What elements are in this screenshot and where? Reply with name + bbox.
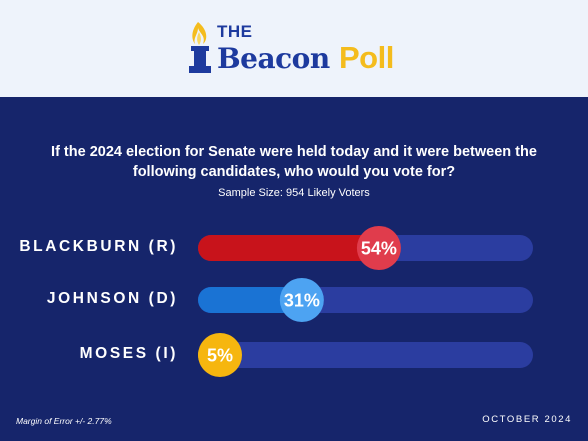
candidate-label: MOSES (I): [79, 345, 178, 362]
logo-wordmark: Beacon Poll: [217, 40, 394, 76]
sample-size: Sample Size: 954 Likely Voters: [218, 187, 370, 199]
poll-date: OCTOBER 2024: [482, 414, 572, 425]
candidate-label: BLACKBURN (R): [19, 238, 178, 255]
margin-of-error: Margin of Error +/- 2.77%: [16, 416, 112, 426]
candidate-label: JOHNSON (D): [46, 290, 178, 307]
header: THE Beacon Poll: [0, 0, 588, 97]
logo-beacon: Beacon: [217, 42, 330, 75]
value-label: 31%: [284, 291, 320, 311]
bar-track: [198, 342, 533, 368]
bar-fill: [198, 287, 302, 313]
value-label: 54%: [361, 239, 397, 259]
logo-the: THE: [217, 22, 253, 41]
poll-question: If the 2024 election for Senate were hel…: [51, 144, 537, 180]
torch-icon: [189, 22, 211, 73]
logo-poll: Poll: [338, 40, 394, 75]
value-marker: [356, 226, 401, 270]
value-marker: [279, 278, 324, 322]
value-label: 5%: [207, 346, 233, 366]
value-marker: [198, 333, 242, 377]
bar-fill: [198, 235, 379, 261]
